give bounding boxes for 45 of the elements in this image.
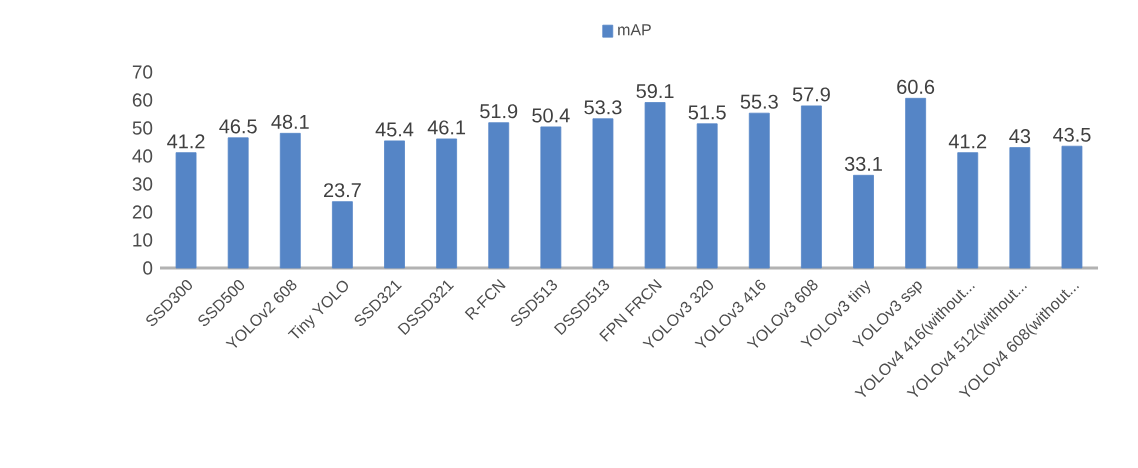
bar — [540, 126, 562, 269]
y-tick-label: 20 — [132, 205, 153, 219]
bar — [957, 152, 979, 269]
bar — [1009, 147, 1031, 269]
data-label: 43 — [1009, 129, 1031, 144]
data-label: 55.3 — [740, 94, 778, 109]
y-tick-label: 60 — [132, 93, 153, 107]
y-tick-label: 10 — [133, 233, 153, 247]
bar — [696, 123, 718, 269]
bar — [384, 140, 405, 269]
y-tick-label: 30 — [132, 177, 153, 191]
bar — [1061, 145, 1083, 269]
data-label: 48.1 — [271, 114, 309, 129]
bar — [592, 118, 614, 269]
legend-label: mAP — [618, 24, 651, 36]
data-label: 50.4 — [532, 108, 570, 123]
data-label: 23.7 — [324, 183, 361, 198]
data-label: 51.9 — [480, 104, 518, 119]
data-label: 33.1 — [844, 156, 882, 171]
y-tick-label: 0 — [143, 261, 153, 275]
bar — [227, 137, 249, 269]
data-label: 53.3 — [584, 100, 622, 115]
data-label: 60.6 — [897, 79, 935, 94]
data-label: 59.1 — [636, 84, 674, 99]
bar — [279, 132, 301, 269]
bar — [853, 174, 874, 269]
bar — [905, 97, 927, 269]
bar — [644, 102, 666, 269]
bar — [748, 112, 770, 269]
bar — [175, 152, 197, 269]
y-tick-label: 50 — [132, 121, 153, 135]
bar — [331, 201, 353, 269]
data-label: 46.5 — [219, 119, 257, 134]
data-label: 45.4 — [375, 122, 414, 137]
bar — [801, 105, 822, 269]
data-label: 41.2 — [167, 134, 205, 149]
data-label: 46.1 — [427, 120, 466, 135]
data-label: 51.5 — [688, 105, 726, 120]
y-tick-label: 70 — [132, 65, 153, 79]
data-label: 57.9 — [792, 87, 830, 102]
data-label: 41.2 — [948, 134, 987, 149]
data-label: 43.5 — [1053, 127, 1091, 142]
y-tick-label: 40 — [132, 149, 153, 163]
bar — [488, 122, 510, 269]
bar — [436, 138, 458, 269]
